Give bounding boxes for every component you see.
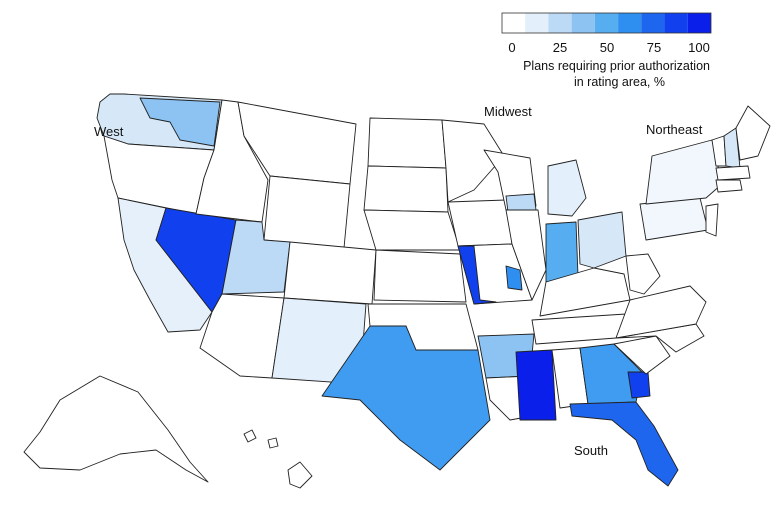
state-mississippi xyxy=(515,349,557,421)
state-nebraska xyxy=(363,209,461,251)
region-label-west: West xyxy=(94,124,124,139)
legend-swatch xyxy=(525,13,549,33)
legend-swatch xyxy=(618,13,642,33)
state-south-dakota xyxy=(363,165,449,213)
state-kentucky xyxy=(539,267,631,317)
wisconsin-shaded-area xyxy=(505,193,537,213)
legend-tick-0: 0 xyxy=(508,40,515,55)
state-indiana xyxy=(545,221,579,283)
legend-swatch xyxy=(641,13,665,33)
state-hawaii-1 xyxy=(243,429,257,443)
region-label-northeast: Northeast xyxy=(646,122,703,137)
state-hawaii-3 xyxy=(287,461,313,489)
region-label-midwest: Midwest xyxy=(484,104,532,119)
legend-swatch xyxy=(594,13,619,33)
state-kansas xyxy=(373,249,467,303)
legend-swatch xyxy=(548,13,572,33)
legend-swatch xyxy=(502,13,526,33)
state-maine xyxy=(735,105,771,161)
legend-title-line1: Plans requiring prior authorization xyxy=(523,59,710,73)
state-new-jersey xyxy=(705,203,719,237)
state-illinois xyxy=(505,209,547,301)
georgia-dark-area xyxy=(627,371,651,399)
legend-tick-75: 75 xyxy=(647,40,661,55)
legend-frame xyxy=(501,12,712,34)
state-west-virginia xyxy=(625,253,661,295)
state-ohio xyxy=(577,211,627,269)
state-florida xyxy=(569,401,679,487)
state-hawaii-2 xyxy=(267,437,279,449)
state-virginia xyxy=(615,285,707,339)
state-massachusetts xyxy=(715,165,751,181)
legend-swatch xyxy=(571,13,595,33)
region-label-south: South xyxy=(574,443,608,458)
state-new-york xyxy=(645,139,723,205)
state-minnesota xyxy=(441,119,505,203)
state-south-carolina xyxy=(613,335,671,375)
legend-tick-100: 100 xyxy=(688,40,710,55)
state-texas xyxy=(321,325,491,471)
washington-high-area xyxy=(139,97,221,147)
missouri-west-band xyxy=(457,245,497,305)
legend-tick-50: 50 xyxy=(600,40,614,55)
state-wyoming xyxy=(263,175,351,249)
legend: 0 25 50 75 100 Plans requiring prior aut… xyxy=(501,12,712,89)
legend-title-line2: in rating area, % xyxy=(574,75,665,89)
legend-swatch xyxy=(664,13,688,33)
state-connecticut-ri xyxy=(715,179,743,193)
state-colorado xyxy=(283,241,377,305)
missouri-east-area xyxy=(505,265,523,291)
state-alaska xyxy=(23,375,209,483)
legend-swatch xyxy=(687,13,711,33)
state-iowa xyxy=(447,199,513,247)
state-michigan xyxy=(547,159,587,217)
state-north-dakota xyxy=(367,117,447,169)
state-pennsylvania xyxy=(639,197,709,241)
legend-tick-25: 25 xyxy=(553,40,567,55)
state-tennessee xyxy=(531,313,627,345)
